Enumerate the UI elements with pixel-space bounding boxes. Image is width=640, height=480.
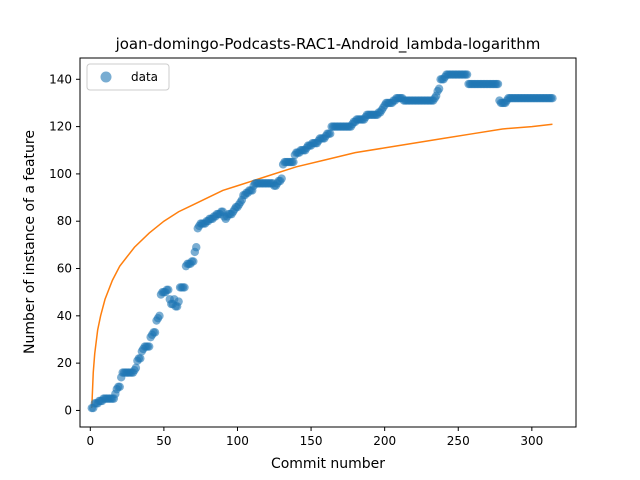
data-point xyxy=(548,94,557,103)
x-tick-label: 0 xyxy=(86,434,94,448)
legend: data xyxy=(86,63,170,91)
plot-area xyxy=(79,57,577,428)
legend-box xyxy=(86,63,170,91)
y-axis: 0 20 40 60 80 100 120 140 xyxy=(49,72,80,417)
data-point xyxy=(289,157,298,167)
plot-background xyxy=(80,58,576,427)
fit-line xyxy=(91,123,553,409)
legend-marker xyxy=(100,71,112,83)
x-tick-label: 250 xyxy=(447,434,470,448)
y-tick-label: 140 xyxy=(49,72,72,86)
y-axis-label: Number of instance of a feature xyxy=(22,130,38,354)
data-point xyxy=(155,311,164,321)
data-point xyxy=(189,257,198,266)
data-point xyxy=(434,84,444,93)
x-tick-label: 200 xyxy=(373,434,396,448)
data-point xyxy=(493,79,503,89)
plot-frame xyxy=(79,57,577,428)
data-point xyxy=(144,342,154,351)
data-point xyxy=(180,283,189,292)
x-tick-label: 100 xyxy=(226,434,249,448)
y-tick-label: 20 xyxy=(57,356,72,370)
data-point xyxy=(277,174,286,183)
x-axis-label: Commit number xyxy=(271,456,385,472)
data-point xyxy=(462,70,472,79)
chart-title: joan-domingo-Podcasts-RAC1-Android_lambd… xyxy=(115,35,541,54)
x-axis: 0 50 100 150 200 250 300 xyxy=(86,427,543,448)
x-tick-label: 150 xyxy=(300,434,323,448)
y-tick-label: 80 xyxy=(57,214,72,228)
data-point xyxy=(131,363,141,373)
data-point xyxy=(164,285,173,295)
y-tick-label: 100 xyxy=(49,167,72,181)
y-tick-label: 40 xyxy=(57,309,72,323)
data-point xyxy=(150,328,160,337)
points-layer xyxy=(87,70,557,413)
x-tick-label: 300 xyxy=(520,434,543,448)
fit-layer xyxy=(91,123,553,409)
data-point xyxy=(192,243,201,252)
data-point xyxy=(326,129,335,138)
y-tick-label: 60 xyxy=(57,262,72,276)
data-point xyxy=(174,297,183,306)
data-point xyxy=(136,354,145,363)
legend-label-data: data xyxy=(131,70,158,84)
x-tick-label: 50 xyxy=(156,434,171,448)
y-tick-label: 0 xyxy=(64,403,72,417)
data-point xyxy=(115,382,124,391)
y-tick-label: 120 xyxy=(49,120,72,134)
